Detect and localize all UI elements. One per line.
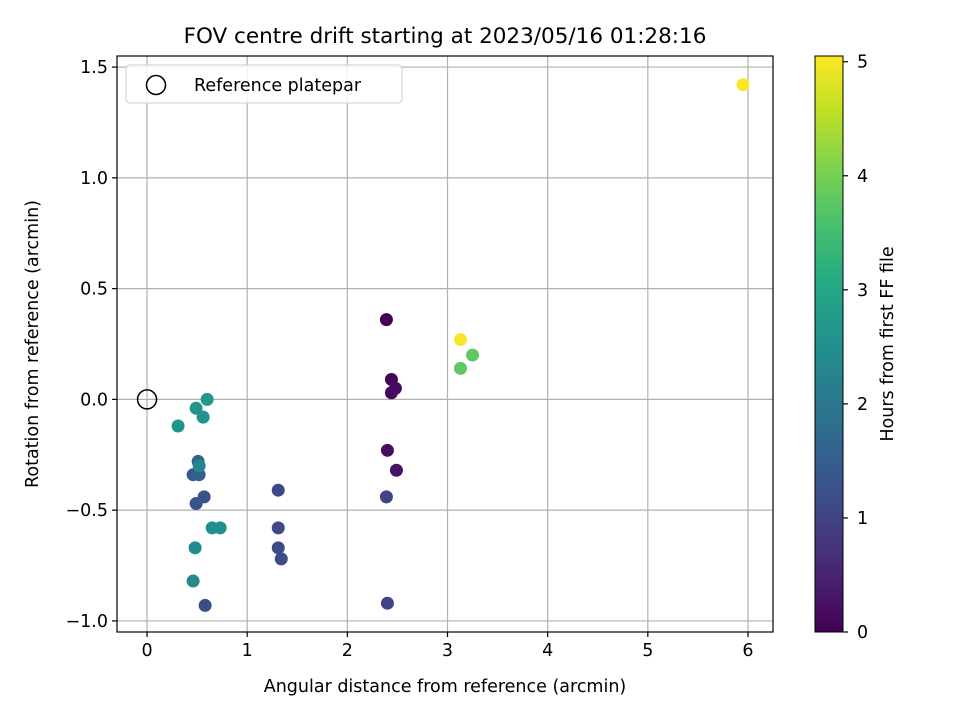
data-point [271, 521, 285, 535]
data-point [274, 552, 288, 566]
chart-title: FOV centre drift starting at 2023/05/16 … [184, 24, 707, 49]
x-tick-label: 6 [742, 641, 753, 661]
legend-box [125, 64, 403, 104]
colorbar-tick-label: 0 [857, 623, 868, 643]
data-point [380, 443, 394, 457]
data-point [213, 521, 227, 535]
data-point [454, 361, 468, 375]
legend: Reference platepar [125, 64, 403, 104]
data-point [189, 497, 203, 511]
colorbar-tick-label: 5 [857, 53, 868, 73]
x-axis-label: Angular distance from reference (arcmin) [264, 677, 627, 697]
data-point [379, 490, 393, 504]
y-tick-label: −1.0 [66, 612, 109, 632]
reference-platepar-marker [136, 389, 158, 410]
x-tick-label: 3 [442, 641, 453, 661]
x-tick-label: 0 [141, 641, 152, 661]
colorbar-ticks: 0 1 2 3 4 5 [843, 53, 868, 643]
data-points [136, 78, 750, 612]
data-point [388, 381, 402, 395]
data-point [188, 541, 202, 555]
x-tick-label: 5 [642, 641, 653, 661]
data-point [271, 541, 285, 555]
data-point [389, 463, 403, 477]
data-point [171, 419, 185, 433]
x-tick-label: 1 [242, 641, 253, 661]
data-point [198, 598, 212, 612]
y-tick-label: 0.5 [80, 280, 108, 300]
y-tick-label: −0.5 [66, 501, 109, 521]
data-point [200, 392, 214, 406]
y-axis-label: Rotation from reference (arcmin) [23, 200, 43, 488]
colorbar: 0 1 2 3 4 5 Hours from first FF file [814, 53, 898, 643]
data-point [380, 596, 394, 610]
legend-entry-reference: Reference platepar [194, 76, 362, 96]
y-tick-label: 1.5 [80, 58, 108, 78]
data-point [379, 313, 393, 327]
data-point [454, 333, 468, 347]
grid-lines [117, 56, 773, 632]
x-tick-label: 2 [342, 641, 353, 661]
data-point [736, 78, 750, 92]
data-point [466, 348, 480, 362]
colorbar-tick-label: 3 [857, 281, 868, 301]
colorbar-tick-label: 2 [857, 395, 868, 415]
plot-frame [116, 55, 774, 633]
colorbar-tick-label: 1 [857, 509, 868, 529]
x-tick-label: 4 [542, 641, 553, 661]
colorbar-gradient [814, 55, 844, 633]
legend-reference-marker [145, 74, 167, 96]
x-axis-ticks: 0 1 2 3 4 5 6 [141, 632, 754, 661]
data-point [271, 483, 285, 497]
data-point [192, 459, 206, 473]
y-tick-label: 0.0 [80, 390, 108, 410]
data-point [186, 574, 200, 588]
data-point [196, 410, 210, 424]
colorbar-tick-label: 4 [857, 167, 868, 187]
y-axis-ticks: −1.0 −0.5 0.0 0.5 1.0 1.5 [66, 58, 117, 632]
y-tick-label: 1.0 [80, 169, 108, 189]
data-point [189, 401, 203, 415]
colorbar-label: Hours from first FF file [878, 246, 898, 441]
